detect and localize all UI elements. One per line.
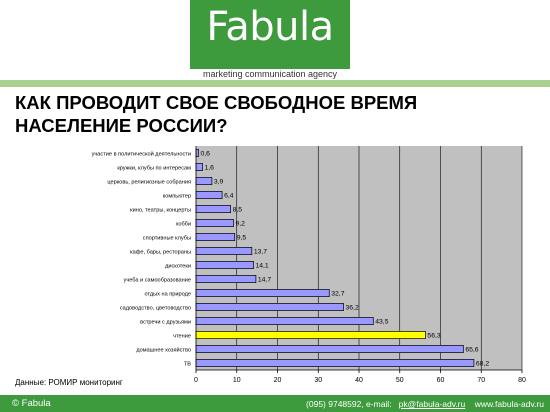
bar-value-label: 1,6 xyxy=(205,165,215,172)
data-source-note: Данные: РОМИР мониторинг xyxy=(15,378,123,387)
bar xyxy=(195,205,231,213)
footer-phone: (095) 9748592, e-mail: xyxy=(306,399,392,409)
category-label: компьютер xyxy=(163,193,191,199)
x-tick-label: 0 xyxy=(194,377,198,384)
bar xyxy=(195,275,257,283)
bar-value-label: 13,7 xyxy=(254,249,267,256)
category-label: кино, театры, концерты xyxy=(130,207,191,213)
footer-email-link[interactable]: pk@fabula-adv.ru xyxy=(398,399,466,409)
bar xyxy=(195,359,475,367)
bar-value-label: 14,1 xyxy=(255,263,268,270)
x-tick-label: 20 xyxy=(274,377,282,384)
bar xyxy=(195,233,236,241)
x-tick-label: 70 xyxy=(477,377,485,384)
header-divider xyxy=(0,80,550,87)
bar-value-label: 14,7 xyxy=(258,277,271,284)
category-label: чтение xyxy=(173,333,191,339)
x-tick-label: 80 xyxy=(518,377,526,384)
footer-contacts: (095) 9748592, e-mail: pk@fabula-adv.ru … xyxy=(306,399,544,409)
bar-value-label: 65,6 xyxy=(465,347,478,354)
bar xyxy=(195,261,254,269)
x-tick-label: 40 xyxy=(355,377,363,384)
bar xyxy=(195,289,330,297)
footer: © Fabula (095) 9748592, e-mail: pk@fabul… xyxy=(0,395,550,412)
bar xyxy=(195,331,426,339)
category-label: участие в политической деятельности xyxy=(92,150,191,157)
category-label: кафе, бары, рестораны xyxy=(130,249,191,255)
category-label: дискотеки xyxy=(165,263,191,269)
bar-value-label: 9,2 xyxy=(235,221,245,228)
bar xyxy=(195,177,213,185)
x-tick-label: 30 xyxy=(314,377,322,384)
bar-value-label: 56,3 xyxy=(427,333,440,340)
category-label: встречи с друзьями xyxy=(140,319,191,325)
logo: Fabula xyxy=(190,0,350,78)
bar xyxy=(195,219,234,227)
category-label: ТВ xyxy=(184,361,191,367)
category-label: садоводство, цветоводство xyxy=(120,305,191,311)
category-label: церковь, религиозные собрания xyxy=(107,179,191,185)
bar-value-label: 0,6 xyxy=(200,151,210,158)
bar-value-label: 9,5 xyxy=(237,235,247,242)
bar xyxy=(195,191,223,199)
title-line-2: НАСЕЛЕНИЕ РОССИИ? xyxy=(15,115,228,136)
title-line-1: КАК ПРОВОДИТ СВОЕ СВОБОДНОЕ ВРЕМЯ xyxy=(15,92,418,113)
category-label: домашнее хозяйство xyxy=(136,346,191,353)
bar-value-label: 68,2 xyxy=(476,361,489,368)
category-label: учеба и самообразование xyxy=(124,277,191,283)
bar xyxy=(195,345,464,353)
x-tick-label: 10 xyxy=(233,377,241,384)
x-tick-label: 50 xyxy=(396,377,404,384)
bar-value-label: 36,2 xyxy=(346,305,359,312)
bar xyxy=(195,303,344,311)
footer-copyright: © Fabula xyxy=(12,398,51,409)
bar xyxy=(195,163,203,171)
bar-value-label: 32,7 xyxy=(331,291,344,298)
category-label: спортивные клубы xyxy=(143,235,191,241)
page-title: КАК ПРОВОДИТ СВОЕ СВОБОДНОЕ ВРЕМЯ НАСЕЛЕ… xyxy=(15,91,535,137)
x-tick-label: 60 xyxy=(437,377,445,384)
bar-value-label: 8,5 xyxy=(233,207,243,214)
footer-site-link[interactable]: www.fabula-adv.ru xyxy=(474,399,544,409)
category-label: отдых на природе xyxy=(145,291,192,297)
category-label: хобби xyxy=(176,221,191,227)
bar xyxy=(195,317,374,325)
logo-text: Fabula xyxy=(206,4,334,50)
bar-value-label: 43,5 xyxy=(375,319,388,326)
bar xyxy=(195,247,253,255)
logo-subtitle: marketing communication agency xyxy=(190,69,350,80)
category-label: кружки, клубы по интересам xyxy=(117,165,191,171)
bar-value-label: 6,4 xyxy=(224,193,234,200)
bar-value-label: 3,9 xyxy=(214,179,224,186)
